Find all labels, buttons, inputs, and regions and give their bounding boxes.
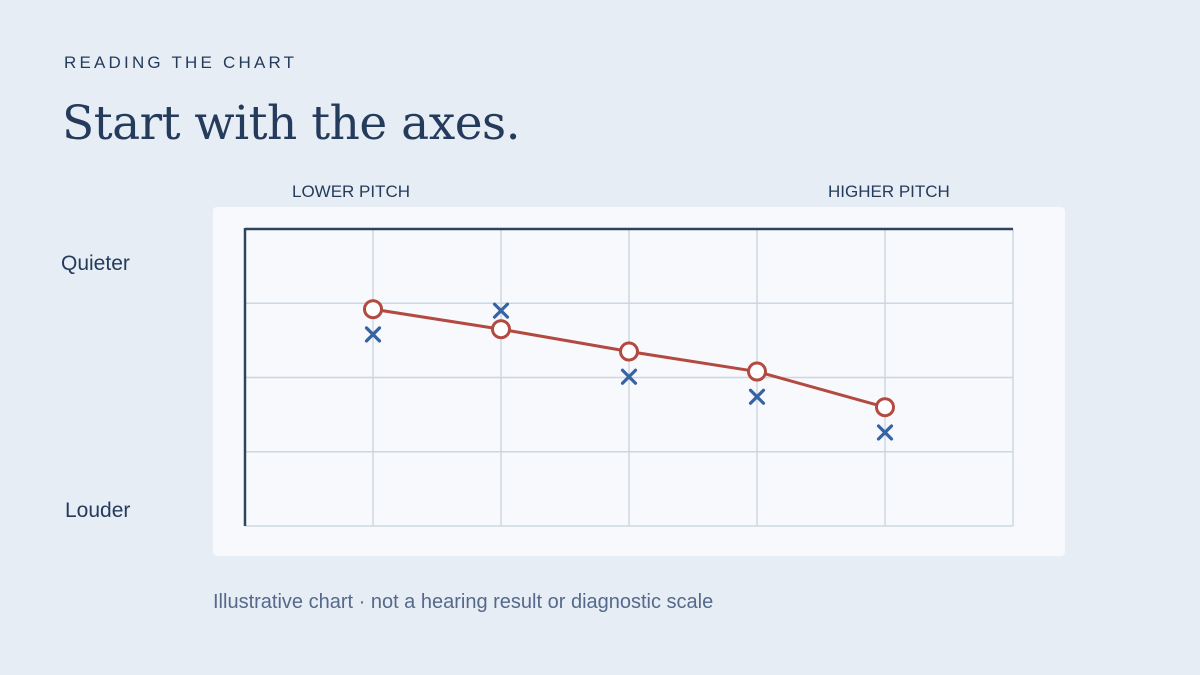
eyebrow-label: READING THE CHART bbox=[64, 53, 298, 72]
chart-panel bbox=[213, 207, 1065, 556]
chart-plot bbox=[243, 227, 1014, 527]
data-point-circle bbox=[491, 319, 511, 340]
data-point-x bbox=[364, 326, 382, 343]
data-point-circle bbox=[619, 341, 639, 362]
data-point-x bbox=[748, 388, 766, 405]
chart-caption: Illustrative chart · not a hearing resul… bbox=[213, 591, 714, 613]
data-point-circle bbox=[363, 299, 383, 320]
data-point-circle bbox=[747, 361, 767, 382]
x-axis-label-lower-pitch: LOWER PITCH bbox=[292, 182, 411, 201]
data-point-x bbox=[492, 302, 510, 319]
data-point-circle bbox=[875, 397, 895, 418]
data-point-x bbox=[876, 424, 894, 441]
x-axis-label-higher-pitch: HIGHER PITCH bbox=[828, 182, 950, 201]
y-axis-label-quieter: Quieter bbox=[61, 252, 130, 275]
page-title: Start with the axes. bbox=[62, 96, 521, 151]
y-axis-label-louder: Louder bbox=[65, 499, 131, 522]
data-point-x bbox=[620, 368, 638, 385]
